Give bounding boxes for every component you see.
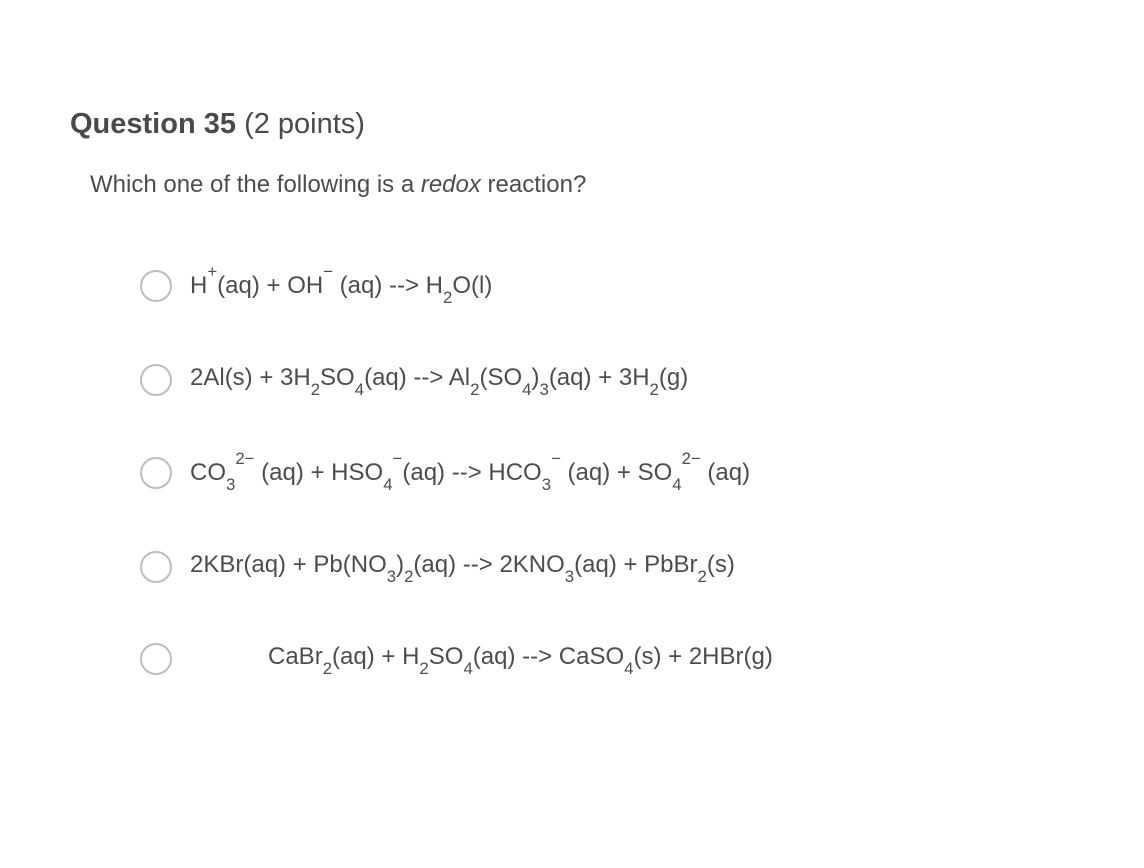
option-2: 2Al(s) + 3H2SO4(aq) --> Al2(SO4)3(aq) + … bbox=[140, 364, 1074, 396]
radio-button[interactable] bbox=[140, 643, 172, 675]
options-list: H+(aq) + OH− (aq) --> H2O(l) 2Al(s) + 3H… bbox=[140, 269, 1074, 675]
question-prompt: Which one of the following is a redox re… bbox=[90, 171, 1074, 199]
option-1: H+(aq) + OH− (aq) --> H2O(l) bbox=[140, 269, 1074, 304]
option-3: CO32− (aq) + HSO4−(aq) --> HCO3− (aq) + … bbox=[140, 456, 1074, 491]
option-formula: CaBr2(aq) + H2SO4(aq) --> CaSO4(s) + 2HB… bbox=[268, 643, 773, 675]
prompt-post: reaction? bbox=[481, 171, 586, 198]
question-number: Question 35 bbox=[70, 108, 236, 140]
option-formula: 2KBr(aq) + Pb(NO3)2(aq) --> 2KNO3(aq) + … bbox=[190, 551, 735, 583]
prompt-pre: Which one of the following is a bbox=[90, 171, 421, 198]
question-header: Question 35 (2 points) bbox=[70, 108, 1074, 141]
prompt-emphasis: redox bbox=[421, 171, 481, 198]
option-formula: 2Al(s) + 3H2SO4(aq) --> Al2(SO4)3(aq) + … bbox=[190, 364, 688, 396]
option-4: 2KBr(aq) + Pb(NO3)2(aq) --> 2KNO3(aq) + … bbox=[140, 551, 1074, 583]
radio-button[interactable] bbox=[140, 551, 172, 583]
option-formula: H+(aq) + OH− (aq) --> H2O(l) bbox=[190, 269, 492, 304]
question-points: (2 points) bbox=[244, 108, 365, 140]
question-block: Question 35 (2 points) Which one of the … bbox=[0, 0, 1144, 675]
option-formula: CO32− (aq) + HSO4−(aq) --> HCO3− (aq) + … bbox=[190, 456, 750, 491]
radio-button[interactable] bbox=[140, 364, 172, 396]
radio-button[interactable] bbox=[140, 457, 172, 489]
radio-button[interactable] bbox=[140, 270, 172, 302]
option-5: CaBr2(aq) + H2SO4(aq) --> CaSO4(s) + 2HB… bbox=[140, 643, 1074, 675]
